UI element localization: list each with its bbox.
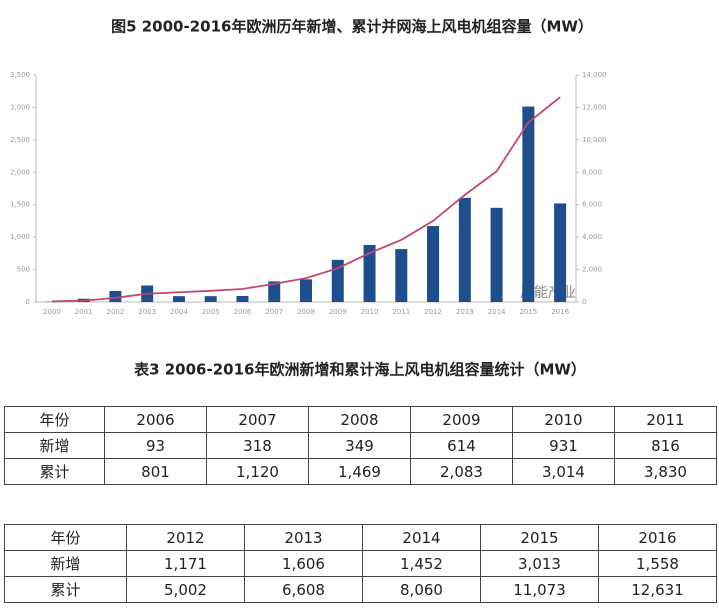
x-tick-label: 2000 bbox=[43, 308, 61, 316]
x-tick-label: 2008 bbox=[297, 308, 315, 316]
bar bbox=[490, 207, 503, 302]
y-tick-label: 1,000 bbox=[10, 233, 30, 241]
y2-tick-label: 14,000 bbox=[582, 71, 607, 79]
table-cell: 2014 bbox=[362, 524, 481, 551]
data-table: 年份 2006 2007 2008 2009 2010 2011 新增 93 318 349 614 9… bbox=[4, 406, 717, 485]
table-cell: 1,120 bbox=[206, 458, 309, 485]
bar bbox=[109, 290, 122, 302]
bar bbox=[427, 226, 440, 302]
table-cell: 2,083 bbox=[410, 458, 513, 485]
x-tick-label: 2013 bbox=[456, 308, 474, 316]
table-cell: 2006 bbox=[104, 406, 207, 433]
table-cell: 2007 bbox=[206, 406, 309, 433]
bar bbox=[522, 106, 535, 303]
table-cell: 3,013 bbox=[480, 550, 599, 577]
chart: 图5 2000-2016年欧洲历年新增、累计并网海上风电机组容量（MW） 风能产… bbox=[10, 18, 607, 379]
table-cell: 2015 bbox=[480, 524, 599, 551]
x-tick-label: 2004 bbox=[170, 308, 188, 316]
table-cell: 93 bbox=[104, 432, 207, 459]
table-cell: 年份 bbox=[4, 524, 127, 551]
x-tick-label: 2007 bbox=[265, 308, 283, 316]
table-header: 年份 2012 2013 2014 2015 2016 bbox=[4, 524, 717, 551]
x-tick-label: 2010 bbox=[361, 308, 379, 316]
table-title: 表3 2006-2016年欧洲新增和累计海上风电机组容量统计（MW） bbox=[134, 361, 586, 379]
table-cell: 1,171 bbox=[126, 550, 245, 577]
table-cell: 6,608 bbox=[244, 576, 363, 603]
table-cell: 614 bbox=[410, 432, 513, 459]
table-cell: 1,558 bbox=[598, 550, 717, 577]
table-cell: 2008 bbox=[308, 406, 411, 433]
y2-tick-label: 2,000 bbox=[582, 266, 602, 274]
table-row: 新增 1,171 1,606 1,452 3,013 1,558 bbox=[4, 550, 717, 577]
table-cell: 5,002 bbox=[126, 576, 245, 603]
bar bbox=[236, 295, 249, 302]
table-row: 新增 93 318 349 614 931 816 bbox=[4, 432, 717, 459]
table-row: 累计 801 1,120 1,469 2,083 3,014 3,830 bbox=[4, 458, 717, 485]
table-cell: 2009 bbox=[410, 406, 513, 433]
line bbox=[51, 96, 561, 303]
table-cell: 3,014 bbox=[512, 458, 615, 485]
data-table: 年份 2012 2013 2014 2015 2016 新增 1,171 1,606 1,452 3… bbox=[4, 524, 717, 603]
x-tick-label: 2002 bbox=[106, 308, 124, 316]
table-cell: 2013 bbox=[244, 524, 363, 551]
bar bbox=[363, 244, 376, 302]
table-cell: 年份 bbox=[4, 406, 105, 433]
x-tick-label: 2016 bbox=[551, 308, 569, 316]
x-tick-label: 2005 bbox=[202, 308, 220, 316]
bar bbox=[300, 279, 312, 302]
bar bbox=[268, 281, 281, 302]
x-tick-label: 2012 bbox=[424, 308, 442, 316]
y-tick-label: 2,500 bbox=[10, 136, 30, 144]
x-tick-label: 2011 bbox=[392, 308, 410, 316]
table-cell: 2010 bbox=[512, 406, 615, 433]
table-cell: 816 bbox=[614, 432, 717, 459]
table-cell: 2016 bbox=[598, 524, 717, 551]
y-tick-label: 0 bbox=[26, 298, 30, 306]
bar bbox=[458, 197, 471, 302]
y2-tick-label: 4,000 bbox=[582, 233, 602, 241]
table-cell: 2011 bbox=[614, 406, 717, 433]
y2-tick-label: 6,000 bbox=[582, 201, 602, 209]
y2-tick-label: 8,000 bbox=[582, 168, 602, 176]
x-tick-label: 2015 bbox=[519, 308, 537, 316]
bar bbox=[331, 259, 344, 302]
table-cell: 累计 bbox=[4, 576, 127, 603]
table-cell: 新增 bbox=[4, 550, 127, 577]
table-cell: 1,606 bbox=[244, 550, 363, 577]
bar bbox=[172, 296, 185, 302]
bar bbox=[395, 249, 408, 302]
table-cell: 801 bbox=[104, 458, 207, 485]
table-cell: 931 bbox=[512, 432, 615, 459]
y-tick-label: 3,500 bbox=[10, 71, 30, 79]
table-cell: 3,830 bbox=[614, 458, 717, 485]
y-tick-label: 1,500 bbox=[10, 201, 30, 209]
table-header: 年份 2006 2007 2008 2009 2010 2011 bbox=[4, 406, 717, 433]
y-tick-label: 3,000 bbox=[10, 103, 30, 111]
table-cell: 8,060 bbox=[362, 576, 481, 603]
table-cell: 349 bbox=[308, 432, 411, 459]
y-tick-label: 2,000 bbox=[10, 168, 30, 176]
y2-tick-label: 12,000 bbox=[582, 103, 607, 111]
x-tick-label: 2009 bbox=[329, 308, 347, 316]
table-cell: 1,452 bbox=[362, 550, 481, 577]
table-cell: 11,073 bbox=[480, 576, 599, 603]
x-tick-label: 2001 bbox=[75, 308, 93, 316]
x-tick-label: 2014 bbox=[488, 308, 506, 316]
y2-tick-label: 0 bbox=[582, 298, 586, 306]
bar bbox=[204, 296, 217, 302]
x-tick-label: 2003 bbox=[138, 308, 156, 316]
table-cell: 2012 bbox=[126, 524, 245, 551]
bar bbox=[554, 203, 567, 302]
table-cell: 1,469 bbox=[308, 458, 411, 485]
table-cell: 318 bbox=[206, 432, 309, 459]
table-cell: 新增 bbox=[4, 432, 105, 459]
x-tick-label: 2006 bbox=[234, 308, 252, 316]
chart-title: 图5 2000-2016年欧洲历年新增、累计并网海上风电机组容量（MW） bbox=[111, 18, 593, 36]
table-cell: 累计 bbox=[4, 458, 105, 485]
y2-tick-label: 10,000 bbox=[582, 136, 607, 144]
y-tick-label: 500 bbox=[17, 266, 30, 274]
table-cell: 12,631 bbox=[598, 576, 717, 603]
table-row: 累计 5,002 6,608 8,060 11,073 12,631 bbox=[4, 576, 717, 603]
